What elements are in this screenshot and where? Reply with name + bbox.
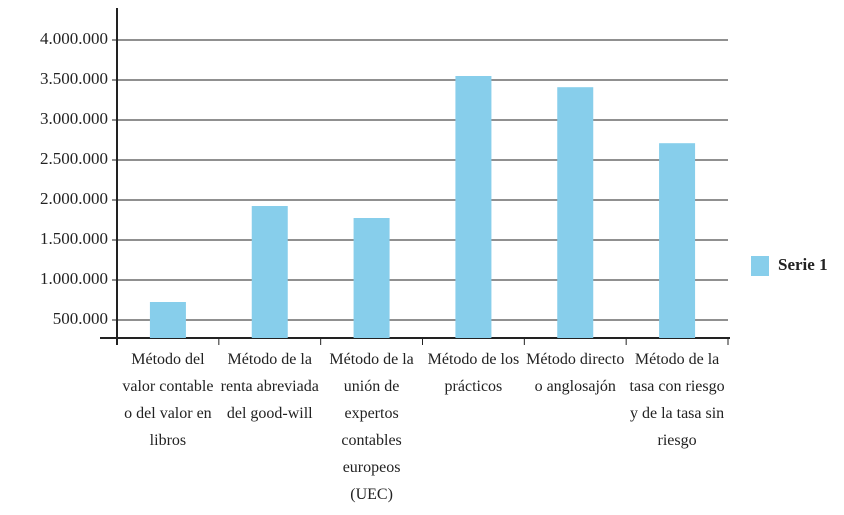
y-tick-label: 4.000.000 [40,29,108,48]
y-tick-label: 2.000.000 [40,189,108,208]
bar [455,76,492,338]
x-tick-label: Método directo o anglosajón [526,351,625,395]
y-tick-label: 3.500.000 [40,69,108,88]
y-tick-label: 500.000 [53,309,108,328]
legend-label: Serie 1 [778,255,828,274]
x-tick-label: Método del valor contable o del valor en… [122,351,214,449]
y-tick-label: 2.500.000 [40,149,108,168]
y-tick-label: 3.000.000 [40,109,108,128]
bar [353,218,390,338]
x-tick-label: Método de la unión de expertos contables… [329,351,414,503]
y-tick-label: 1.500.000 [40,229,108,248]
bar [149,302,186,338]
bar [251,206,288,338]
y-tick-label: 1.000.000 [40,269,108,288]
bar [557,87,594,338]
legend-swatch [751,256,769,276]
bar [659,143,696,338]
x-tick-label: Método de la renta abreviada del good-wi… [220,351,319,422]
x-tick-label: Método de los prácticos [427,351,520,395]
x-tick-label: Método de la tasa con riesgo y de la tas… [629,351,725,449]
